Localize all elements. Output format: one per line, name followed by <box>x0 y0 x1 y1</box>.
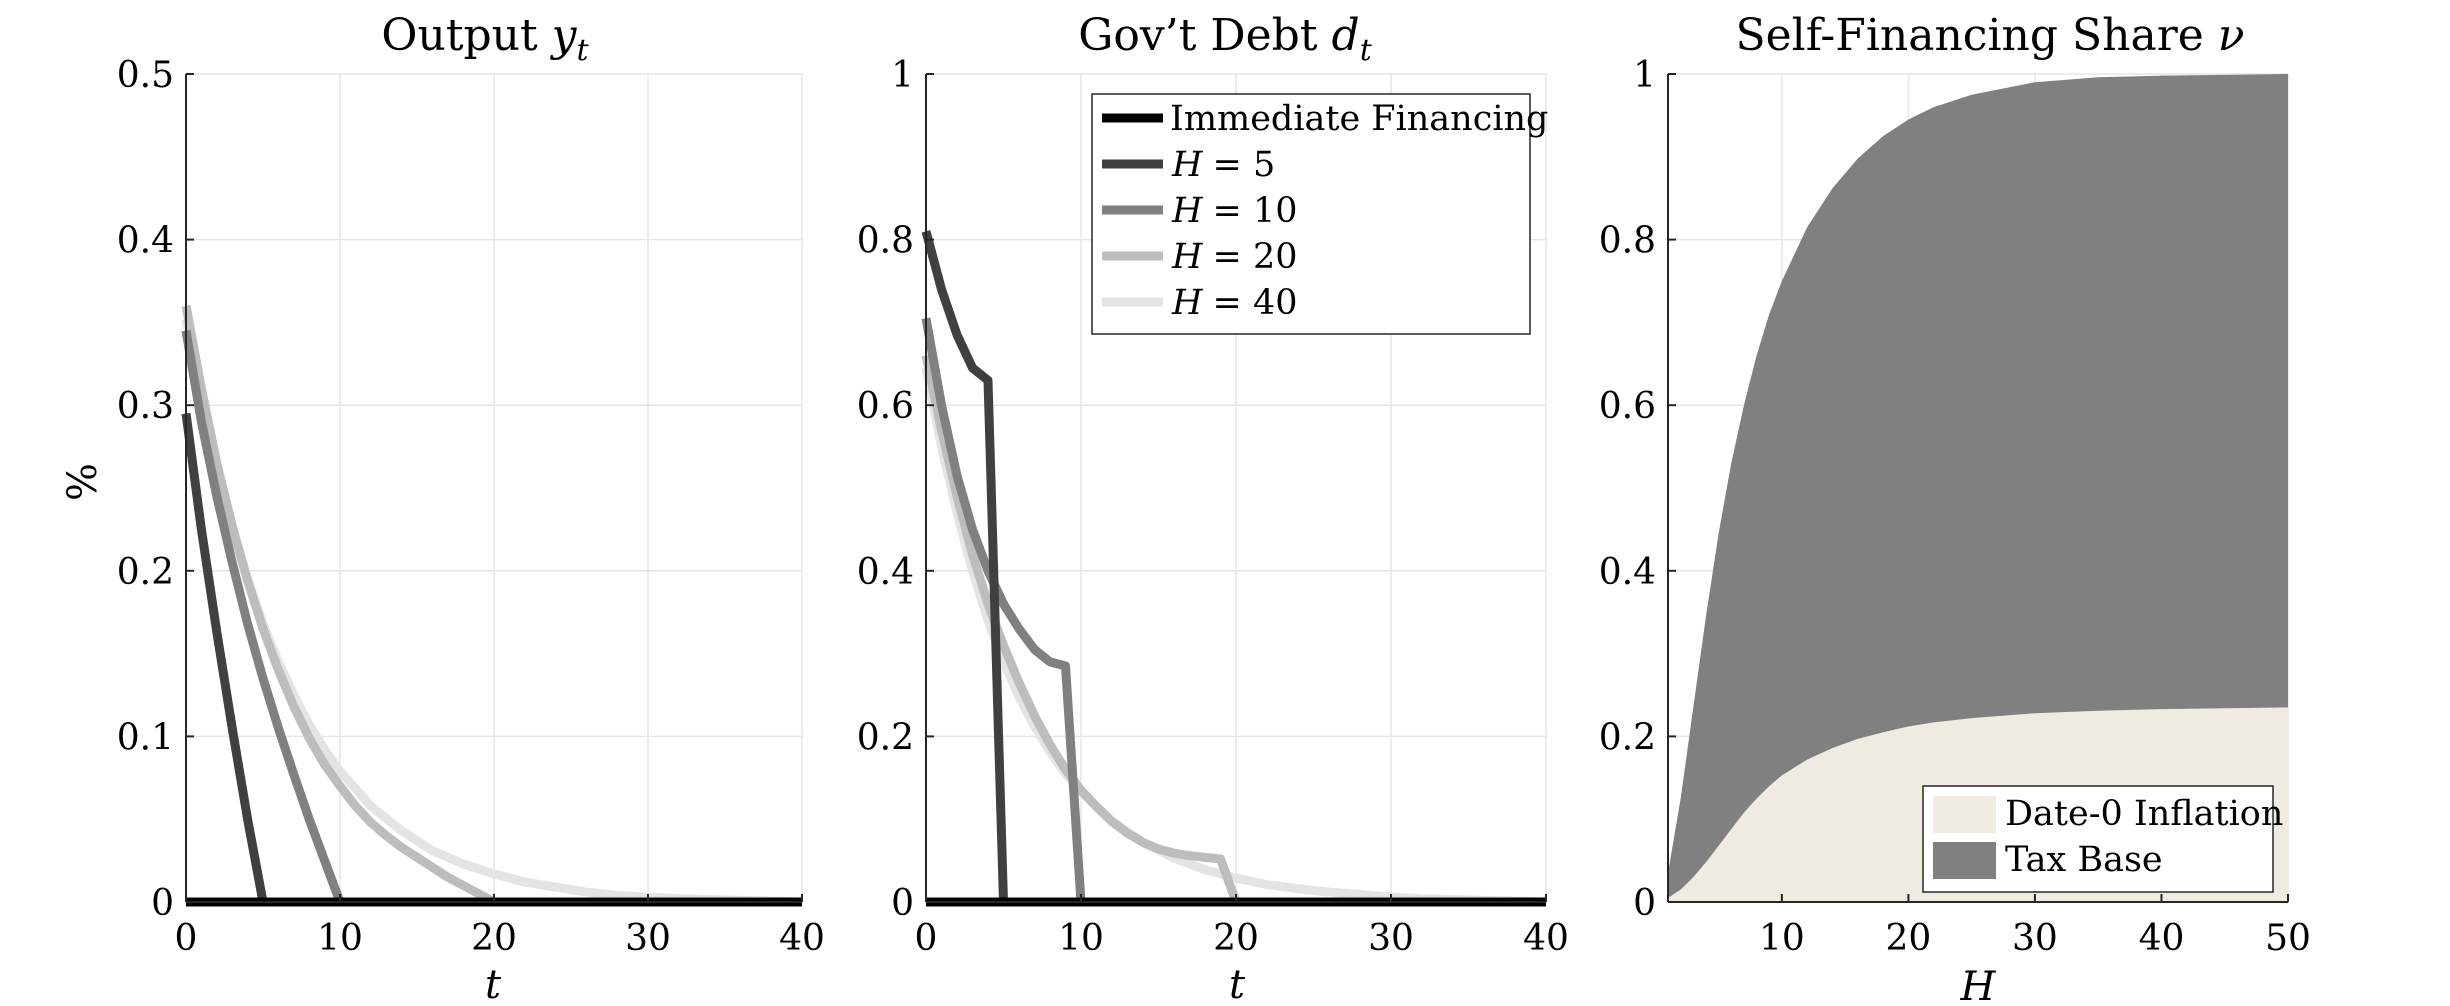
panel-title: Self-Financing Share ν <box>1735 10 2244 61</box>
x-tick-label: 10 <box>1058 918 1104 959</box>
x-tick-label: 30 <box>2012 918 2058 959</box>
x-tick-label: 40 <box>2139 918 2185 959</box>
area-layer <box>1668 74 2288 902</box>
grid <box>185 73 803 903</box>
y-tick-label: 0.4 <box>1599 552 1656 593</box>
legend-entry: Immediate Financing <box>1102 99 1548 139</box>
legend-entry: H = 5 <box>1102 145 1275 185</box>
series-line-h-20 <box>181 305 802 907</box>
y-tick-label: 0 <box>891 883 914 924</box>
series-line-h-10 <box>181 329 802 907</box>
x-tick-label: 10 <box>317 918 363 959</box>
tick-labels: 0 10 20 30 40 0 0.1 0.2 0.3 0.4 0.5 <box>117 55 825 959</box>
axes <box>1667 73 2289 903</box>
legend-label: Immediate Financing <box>1170 99 1548 139</box>
legend-entry: Tax Base <box>1933 840 2163 880</box>
x-tick-label: 20 <box>1213 918 1259 959</box>
legend-label: H = 20 <box>1171 237 1298 277</box>
x-tick-label: 50 <box>2265 918 2311 959</box>
panel-self-financing-share: 10 20 30 40 50 0 0.2 0.4 0.6 0.8 1 Self-Financing … <box>1599 10 2311 1006</box>
tick-labels: 10 20 30 40 50 0 0.2 0.4 0.6 0.8 1 <box>1599 55 2311 959</box>
x-axis-label: H <box>1960 964 1997 1006</box>
y-tick-label: 0.2 <box>1599 717 1656 758</box>
y-tick-label: 0.1 <box>117 717 174 758</box>
x-tick-label: 20 <box>1886 918 1932 959</box>
x-axis-label: t <box>485 962 502 1006</box>
y-tick-label: 0.8 <box>857 221 914 262</box>
y-tick-label: 0 <box>151 883 174 924</box>
y-tick-label: 0.4 <box>117 221 174 262</box>
legend-label: H = 10 <box>1171 191 1298 231</box>
x-tick-label: 0 <box>175 918 198 959</box>
legend-swatch <box>1933 842 1996 879</box>
series-line-h-20 <box>921 354 1546 907</box>
y-tick-label: 0.4 <box>857 552 914 593</box>
legend-label: Date-0 Inflation <box>2005 794 2283 834</box>
legend-swatch <box>1933 796 1996 833</box>
legend-label: Tax Base <box>2005 840 2163 880</box>
y-axis-label: % <box>60 463 106 501</box>
y-tick-label: 0.6 <box>1599 386 1656 427</box>
tick-labels: 0 10 20 30 40 0 0.2 0.4 0.6 0.8 1 <box>857 55 1569 959</box>
y-tick-label: 1 <box>891 55 914 96</box>
legend: Immediate Financing H = 5 H = 10 H = 20 H = … <box>1091 93 1548 335</box>
y-tick-label: 0.5 <box>117 55 174 96</box>
x-tick-label: 30 <box>625 918 671 959</box>
legend-entry: H = 40 <box>1102 283 1298 323</box>
y-tick-label: 0.2 <box>117 552 174 593</box>
legend: Date-0 Inflation Tax Base <box>1922 785 2283 893</box>
legend-box <box>1091 93 1531 335</box>
x-tick-label: 40 <box>1523 918 1569 959</box>
y-tick-label: 1 <box>1633 55 1656 96</box>
area-tax-base <box>1668 74 2288 902</box>
axes <box>185 73 803 903</box>
x-tick-label: 40 <box>779 918 825 959</box>
legend-entry: Date-0 Inflation <box>1933 794 2283 834</box>
y-tick-label: 0.6 <box>857 386 914 427</box>
panel-title: Gov’t Debt dt <box>1078 10 1372 68</box>
legend-label: H = 5 <box>1171 145 1275 185</box>
legend-label: H = 40 <box>1171 283 1298 323</box>
series-line-h-10 <box>921 317 1546 907</box>
legend-entry: H = 20 <box>1102 237 1298 277</box>
y-tick-label: 0.8 <box>1599 221 1656 262</box>
axes <box>925 73 1547 903</box>
x-tick-label: 30 <box>1368 918 1414 959</box>
y-tick-label: 0.2 <box>857 717 914 758</box>
x-axis-label: t <box>1229 962 1246 1006</box>
x-tick-label: 20 <box>471 918 517 959</box>
y-tick-label: 0.3 <box>117 386 174 427</box>
panel-title: Output yt <box>381 10 589 68</box>
panel-output: 0 10 20 30 40 0 0.1 0.2 0.3 0.4 0.5 Output yt t % <box>60 10 825 1006</box>
y-tick-label: 0 <box>1633 883 1656 924</box>
x-tick-label: 10 <box>1759 918 1805 959</box>
x-tick-label: 0 <box>915 918 938 959</box>
legend-entry: H = 10 <box>1102 191 1298 231</box>
